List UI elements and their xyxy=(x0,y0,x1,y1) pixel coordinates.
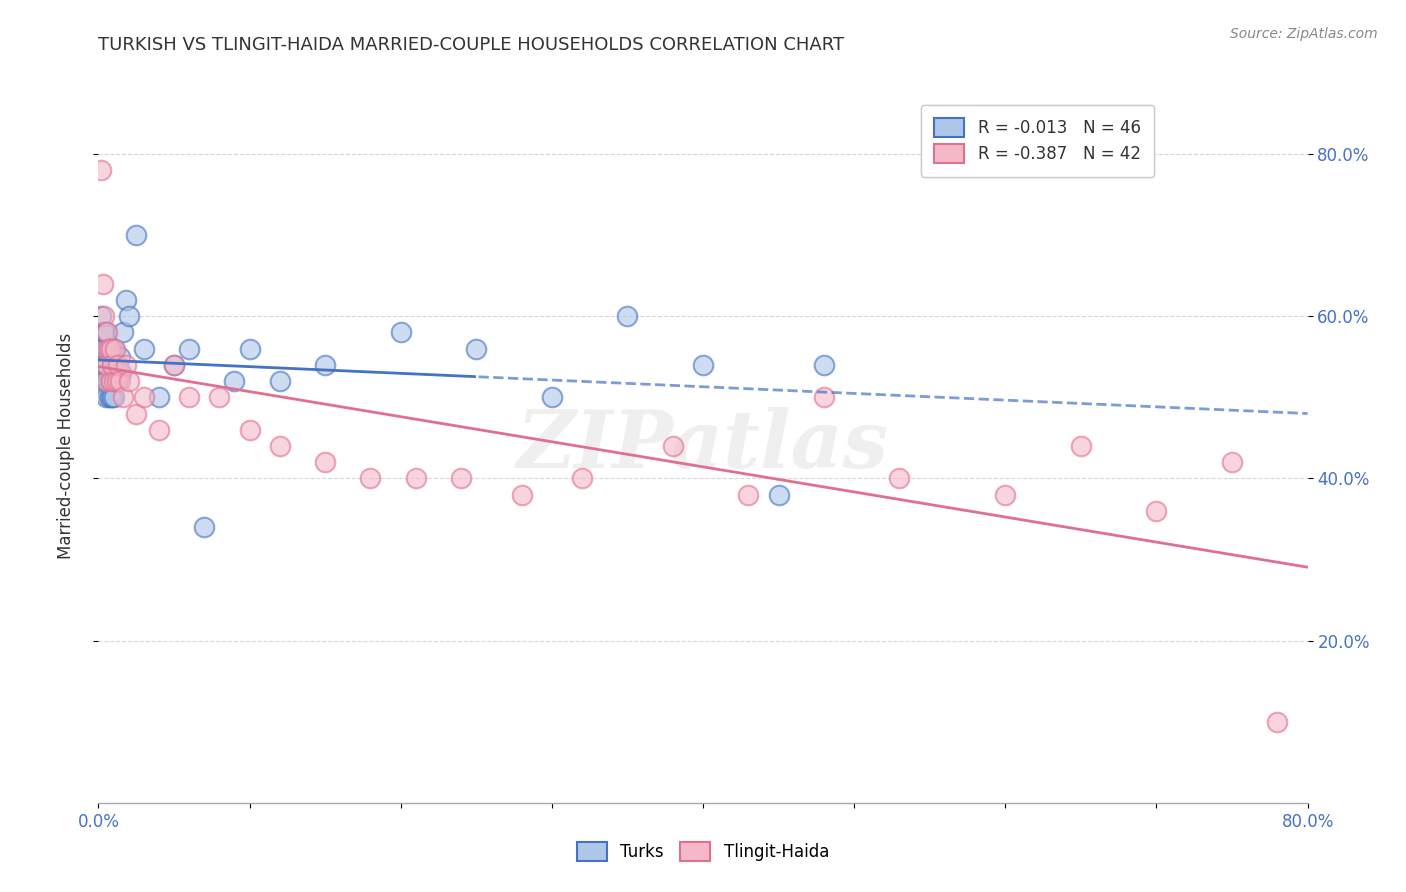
Point xyxy=(114,293,136,307)
Point xyxy=(101,358,124,372)
Point xyxy=(107,358,129,372)
Point xyxy=(768,488,790,502)
Point xyxy=(193,520,215,534)
Point xyxy=(98,342,121,356)
Point xyxy=(98,390,121,404)
Point xyxy=(100,342,122,356)
Point xyxy=(93,310,115,324)
Point xyxy=(91,358,114,372)
Point xyxy=(813,390,835,404)
Point xyxy=(108,350,131,364)
Point xyxy=(125,407,148,421)
Point xyxy=(104,358,127,372)
Text: ZIPatlas: ZIPatlas xyxy=(517,408,889,484)
Point xyxy=(108,374,131,388)
Point xyxy=(96,342,118,356)
Y-axis label: Married-couple Households: Married-couple Households xyxy=(56,333,75,559)
Point xyxy=(94,342,117,356)
Point xyxy=(269,374,291,388)
Point xyxy=(111,326,134,340)
Point xyxy=(1267,714,1289,729)
Point xyxy=(96,326,118,340)
Point xyxy=(100,342,122,356)
Point xyxy=(148,390,170,404)
Point xyxy=(107,374,129,388)
Point xyxy=(1144,504,1167,518)
Point xyxy=(110,366,132,380)
Point xyxy=(89,342,111,356)
Point xyxy=(90,310,112,324)
Point xyxy=(737,488,759,502)
Point xyxy=(450,471,472,485)
Point xyxy=(91,277,114,291)
Point xyxy=(132,342,155,356)
Point xyxy=(94,374,117,388)
Point xyxy=(163,358,186,372)
Point xyxy=(132,390,155,404)
Point xyxy=(208,390,231,404)
Point xyxy=(179,342,201,356)
Point xyxy=(101,358,124,372)
Point xyxy=(994,488,1017,502)
Point xyxy=(91,326,114,340)
Point xyxy=(104,342,127,356)
Point xyxy=(405,471,427,485)
Point xyxy=(94,326,117,340)
Point xyxy=(93,374,115,388)
Point xyxy=(269,439,291,453)
Point xyxy=(103,342,125,356)
Point xyxy=(540,390,562,404)
Point xyxy=(389,326,412,340)
Point xyxy=(163,358,186,372)
Legend: R = -0.013   N = 46, R = -0.387   N = 42: R = -0.013 N = 46, R = -0.387 N = 42 xyxy=(921,104,1154,177)
Point xyxy=(100,374,122,388)
Point xyxy=(100,374,122,388)
Point xyxy=(93,326,115,340)
Point xyxy=(118,310,141,324)
Point xyxy=(1070,439,1092,453)
Point xyxy=(510,488,533,502)
Point xyxy=(224,374,246,388)
Point xyxy=(103,390,125,404)
Point xyxy=(100,390,122,404)
Point xyxy=(314,358,336,372)
Point xyxy=(118,374,141,388)
Point xyxy=(114,358,136,372)
Point xyxy=(571,471,593,485)
Point xyxy=(103,374,125,388)
Point xyxy=(813,358,835,372)
Point xyxy=(98,342,121,356)
Point xyxy=(90,163,112,178)
Point xyxy=(125,228,148,243)
Point xyxy=(96,374,118,388)
Point xyxy=(105,374,128,388)
Legend: Turks, Tlingit-Haida: Turks, Tlingit-Haida xyxy=(564,829,842,875)
Point xyxy=(94,358,117,372)
Point xyxy=(465,342,488,356)
Point xyxy=(616,310,638,324)
Point xyxy=(105,374,128,388)
Text: Source: ZipAtlas.com: Source: ZipAtlas.com xyxy=(1230,27,1378,41)
Point xyxy=(692,358,714,372)
Point xyxy=(1220,455,1243,469)
Point xyxy=(98,374,121,388)
Point xyxy=(314,455,336,469)
Point xyxy=(96,358,118,372)
Point xyxy=(239,342,262,356)
Point xyxy=(148,423,170,437)
Point xyxy=(239,423,262,437)
Point xyxy=(111,390,134,404)
Point xyxy=(661,439,683,453)
Text: TURKISH VS TLINGIT-HAIDA MARRIED-COUPLE HOUSEHOLDS CORRELATION CHART: TURKISH VS TLINGIT-HAIDA MARRIED-COUPLE … xyxy=(98,36,845,54)
Point xyxy=(360,471,382,485)
Point xyxy=(94,390,117,404)
Point xyxy=(101,390,124,404)
Point xyxy=(889,471,911,485)
Point xyxy=(179,390,201,404)
